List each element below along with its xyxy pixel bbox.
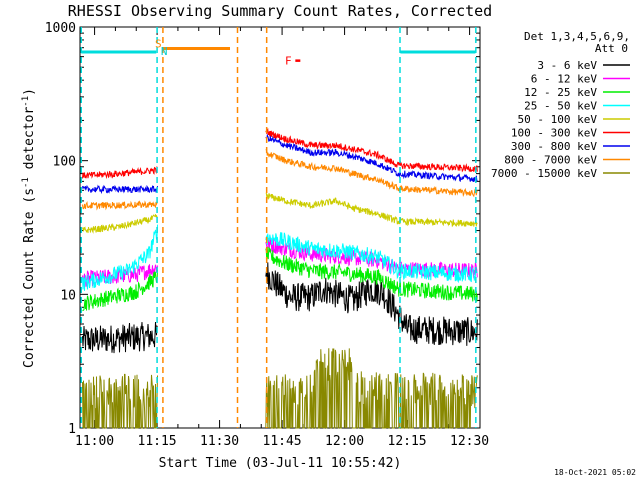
flag-s-label: S <box>155 38 162 51</box>
legend-entry-label: 100 - 300 keV <box>511 127 597 140</box>
legend-entry-label: 6 - 12 keV <box>531 73 598 86</box>
series-100-300-kev <box>82 127 478 180</box>
series-line-7000-15000-b <box>265 348 478 429</box>
legend-attenuator-line: Att 0 <box>595 42 628 55</box>
y-axis-label-end: ) <box>22 88 37 96</box>
series-line-25-50-a <box>82 224 158 291</box>
plot-frame <box>79 26 481 429</box>
x-tick-label: 11:45 <box>263 434 302 449</box>
chart-title: RHESSI Observing Summary Count Rates, Co… <box>68 2 492 20</box>
series-line-100-300-b <box>265 127 478 173</box>
y-tick-label: 1 <box>68 422 76 437</box>
series-line-300-800-b <box>265 133 478 183</box>
y-tick-label: 1000 <box>45 21 76 36</box>
series-7000-15000-kev <box>82 348 478 429</box>
flag-f-label: F <box>285 55 292 68</box>
series-line-50-100-b <box>265 192 478 228</box>
series-line-7000-15000-a <box>82 373 158 429</box>
series-800-7000-kev <box>82 149 478 211</box>
series-line-3-6-b <box>265 262 478 346</box>
series-line-800-7000-a <box>82 200 158 211</box>
legend-entry-label: 300 - 800 keV <box>511 140 597 153</box>
timestamp: 18-Oct-2021 05:02 <box>554 468 636 477</box>
series-25-50-kev <box>82 224 478 291</box>
plot-area: 1 10 100 1000 11:00 11:15 11:30 11:45 12:00 12:15… <box>45 21 489 449</box>
series-50-100-kev <box>82 192 478 234</box>
series-300-800-kev <box>82 133 478 195</box>
x-tick-label: 12:15 <box>388 434 427 449</box>
legend-entry-label: 12 - 25 keV <box>524 86 597 99</box>
series-line-800-7000-b <box>265 149 478 198</box>
legend-entry-label: 25 - 50 keV <box>524 100 597 113</box>
x-tick-label: 11:15 <box>138 434 177 449</box>
x-tick-label: 11:30 <box>200 434 239 449</box>
series-line-50-100-a <box>82 214 158 234</box>
y-axis-label-main: Corrected Count Rate (s <box>22 188 37 368</box>
series-line-300-800-a <box>82 184 158 195</box>
legend-entry-label: 3 - 6 keV <box>537 59 597 72</box>
series-line-100-300-a <box>82 165 158 180</box>
x-axis-label: Start Time (03-Jul-11 10:55:42) <box>159 456 402 471</box>
y-axis-label-sup2: -1 <box>21 96 31 107</box>
legend-entry-label: 7000 - 15000 keV <box>491 167 597 180</box>
series-line-12-25-a <box>82 269 158 312</box>
y-axis-label: Corrected Count Rate (s-1 detector-1) <box>21 88 37 368</box>
legend-entry-label: 50 - 100 keV <box>518 113 598 126</box>
series-3-6-kev <box>82 262 478 354</box>
x-tick-label: 12:00 <box>325 434 364 449</box>
series-line-12-25-b <box>265 246 478 302</box>
flag-n-label: N <box>161 45 168 58</box>
series-line-3-6-a <box>82 321 158 354</box>
legend-entry-label: 800 - 7000 keV <box>504 154 597 167</box>
series-line-25-50-b <box>265 232 478 284</box>
x-tick-label: 11:00 <box>75 434 114 449</box>
y-axis-label-mid: detector <box>22 107 37 178</box>
series-12-25-kev <box>82 246 478 312</box>
legend-detector-line: Det 1,3,4,5,6,9, <box>524 30 630 43</box>
x-tick-label: 12:30 <box>450 434 489 449</box>
y-tick-label: 10 <box>60 288 76 303</box>
y-tick-label: 100 <box>53 155 76 170</box>
y-axis-label-sup1: -1 <box>21 177 31 188</box>
